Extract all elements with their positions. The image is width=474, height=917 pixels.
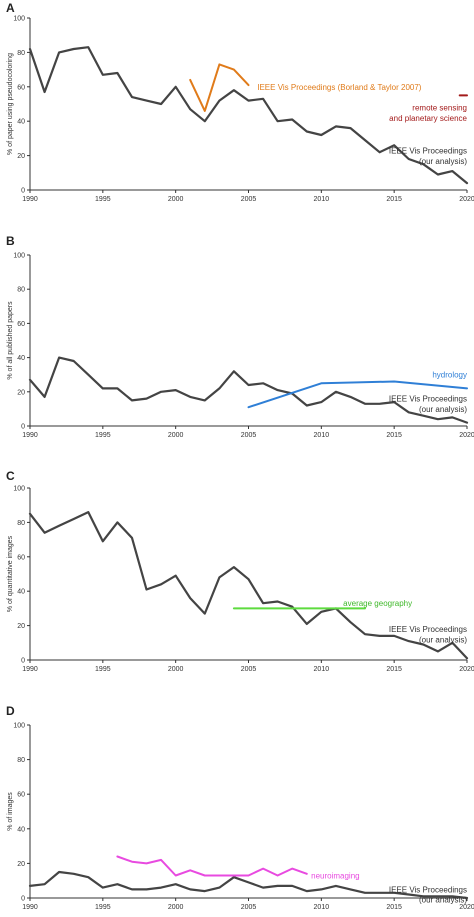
annotation-label: (our analysis) [419, 896, 467, 905]
panel-A: A 0 20 40 60 80 100 1990 1995 2000 2005 2010 2015 202… [6, 1, 474, 203]
x-tick-label: 2015 [386, 432, 402, 439]
series-line-0 [28, 870, 469, 900]
x-tick-label: 2000 [168, 666, 184, 673]
y-tick-label: 20 [17, 861, 25, 868]
y-tick-label: 100 [13, 723, 25, 730]
y-tick-label: 60 [17, 321, 25, 328]
y-tick-label: 80 [17, 520, 25, 527]
y-tick-label: 0 [21, 896, 25, 903]
x-tick-label: 2005 [241, 196, 257, 203]
annotation-label: neuroimaging [311, 872, 359, 881]
y-axis-label: % of images [7, 792, 14, 831]
x-tick-label: 2005 [241, 432, 257, 439]
y-tick-label: 40 [17, 355, 25, 362]
y-tick-label: 80 [17, 287, 25, 294]
y-tick-label: 80 [17, 757, 25, 764]
panel-B: B 0 20 40 60 80 100 1990 1995 2000 2005 2010 2015 202… [6, 234, 474, 439]
x-tick-label: 2010 [314, 904, 330, 911]
annotation-label: IEEE Vis Proceedings [389, 395, 467, 404]
x-tick-label: 2005 [241, 666, 257, 673]
series-line-0 [28, 510, 469, 660]
x-tick-label: 1990 [22, 196, 38, 203]
x-tick-label: 1995 [95, 196, 111, 203]
y-tick-label: 100 [13, 486, 25, 493]
x-tick-label: 1995 [95, 432, 111, 439]
y-tick-label: 0 [21, 424, 25, 431]
panel-letter: A [6, 1, 15, 15]
x-tick-label: 2020 [459, 432, 474, 439]
y-tick-label: 100 [13, 16, 25, 23]
y-tick-label: 20 [17, 389, 25, 396]
annotation-label: IEEE Vis Proceedings [389, 885, 467, 894]
series-line-1 [116, 855, 308, 877]
annotation-label: IEEE Vis Proceedings [389, 146, 467, 155]
y-tick-label: 40 [17, 589, 25, 596]
annotation-label: hydrology [432, 371, 467, 380]
annotation-label: (our analysis) [419, 405, 467, 414]
annotation-label: IEEE Vis Proceedings (Borland & Taylor 2… [257, 83, 422, 92]
y-tick-label: 40 [17, 826, 25, 833]
x-tick-label: 1990 [22, 666, 38, 673]
panel-letter: C [6, 469, 15, 483]
x-tick-label: 2000 [168, 196, 184, 203]
x-tick-label: 2015 [386, 904, 402, 911]
series-line-0 [28, 46, 469, 185]
y-tick-label: 60 [17, 554, 25, 561]
panel-letter: B [6, 234, 15, 248]
y-tick-label: 0 [21, 658, 25, 665]
y-tick-label: 0 [21, 188, 25, 195]
y-tick-label: 80 [17, 50, 25, 57]
annotation-label: (our analysis) [419, 635, 467, 644]
y-axis-label: % of quantitative images [7, 535, 14, 612]
annotation-label: (our analysis) [419, 157, 467, 166]
annotation-label: and planetary science [389, 114, 467, 123]
x-tick-label: 2020 [459, 196, 474, 203]
annotation-label: average geography [343, 599, 412, 608]
panel-letter: D [6, 704, 15, 718]
y-axis-label: % of paper using pseudocoloring [7, 53, 14, 155]
annotation-label: IEEE Vis Proceedings [389, 625, 467, 634]
x-tick-label: 1990 [22, 432, 38, 439]
y-tick-label: 20 [17, 153, 25, 160]
y-tick-label: 40 [17, 119, 25, 126]
x-tick-label: 2005 [241, 904, 257, 911]
series-line-1 [189, 63, 250, 112]
x-tick-label: 1990 [22, 904, 38, 911]
x-tick-label: 1995 [95, 666, 111, 673]
y-tick-label: 60 [17, 792, 25, 799]
x-tick-label: 2020 [459, 666, 474, 673]
x-tick-label: 2000 [168, 904, 184, 911]
x-tick-label: 2020 [459, 904, 474, 911]
x-tick-label: 2015 [386, 666, 402, 673]
x-tick-label: 1995 [95, 904, 111, 911]
x-tick-label: 2000 [168, 432, 184, 439]
x-tick-label: 2015 [386, 196, 402, 203]
y-tick-label: 20 [17, 623, 25, 630]
x-tick-label: 2010 [314, 432, 330, 439]
panel-C: C 0 20 40 60 80 100 1990 1995 2000 2005 2010 2015 202… [6, 469, 474, 673]
y-tick-label: 60 [17, 84, 25, 91]
annotation-label: remote sensing [412, 103, 467, 112]
y-axis-label: % of all published papers [7, 301, 14, 380]
series-line-0 [28, 356, 469, 424]
series-line-1 [247, 380, 468, 409]
x-tick-label: 2010 [314, 666, 330, 673]
x-tick-label: 2010 [314, 196, 330, 203]
panel-D: D 0 20 40 60 80 100 1990 1995 2000 2005 2010 2015 202… [6, 704, 474, 911]
y-tick-label: 100 [13, 253, 25, 260]
